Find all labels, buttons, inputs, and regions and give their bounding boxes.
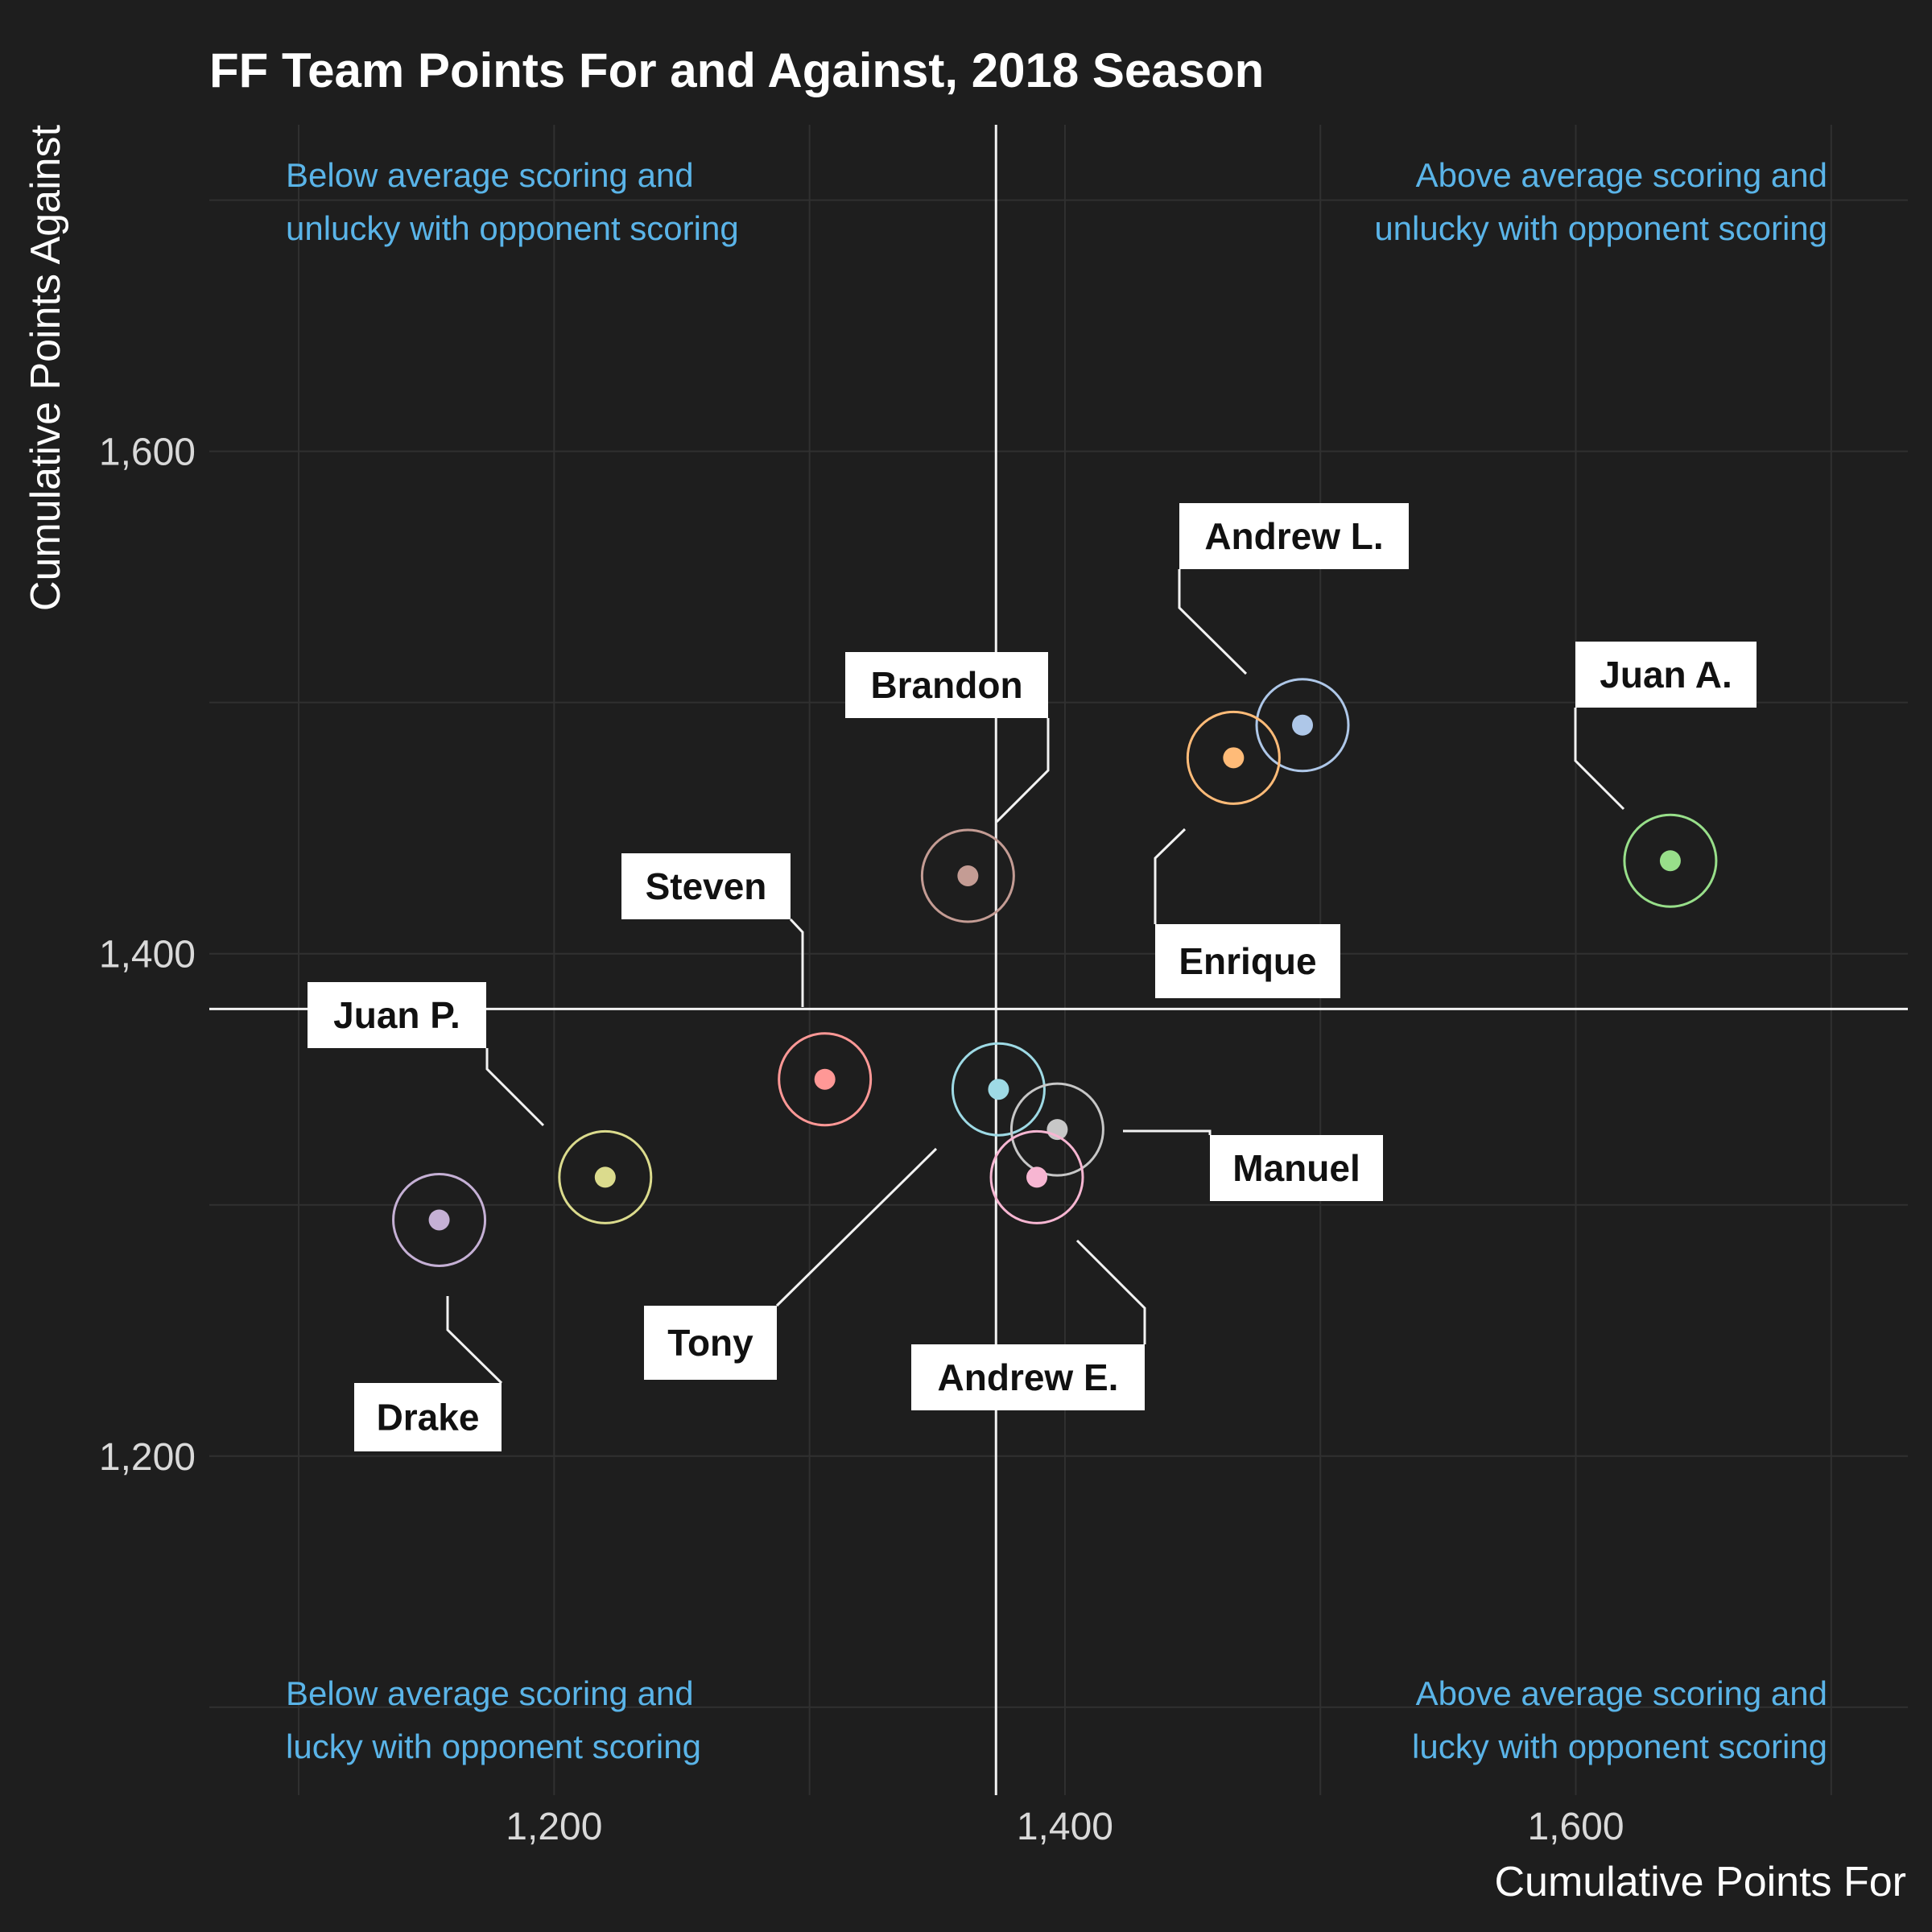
point-label-brandon: Brandon bbox=[870, 664, 1022, 706]
point-steven bbox=[814, 1068, 836, 1090]
quadrant-note-top-left: unlucky with opponent scoring bbox=[286, 209, 739, 247]
label-box-manuel bbox=[1210, 1135, 1383, 1201]
leader-line-tony bbox=[775, 1147, 938, 1307]
point-drake bbox=[428, 1209, 450, 1231]
label-box-steven bbox=[621, 853, 791, 919]
label-box-drake bbox=[354, 1383, 502, 1451]
point-label-andrew-l: Andrew L. bbox=[1204, 515, 1383, 557]
point-ring-andrew-e bbox=[989, 1129, 1084, 1224]
label-box-andrew-l bbox=[1179, 503, 1409, 569]
point-andrew-e bbox=[1026, 1166, 1048, 1188]
point-label-drake: Drake bbox=[377, 1397, 480, 1439]
quadrant-note-bottom-left: lucky with opponent scoring bbox=[286, 1728, 701, 1765]
leader-line-enrique bbox=[1154, 828, 1187, 924]
point-label-steven: Steven bbox=[646, 865, 767, 907]
grid-lines bbox=[209, 125, 1908, 1795]
quadrant-note-bottom-right: Above average scoring and bbox=[1416, 1674, 1827, 1712]
leader-line-juan-p bbox=[485, 1048, 545, 1127]
point-label-enrique: Enrique bbox=[1179, 940, 1316, 982]
leader-line-juan-a bbox=[1574, 708, 1625, 811]
y-tick-label: 1,600 bbox=[99, 431, 196, 474]
point-labels: Andrew L. Enrique Juan A. Brandon Steven Tony… bbox=[308, 503, 1757, 1451]
label-box-juan-p bbox=[308, 982, 486, 1048]
data-points bbox=[392, 678, 1718, 1267]
point-ring-enrique bbox=[1186, 710, 1281, 805]
point-ring-manuel bbox=[1009, 1082, 1104, 1177]
quadrant-note-top-left: Below average scoring and bbox=[286, 156, 694, 194]
quadrant-notes: Below average scoring and unlucky with op… bbox=[286, 156, 1827, 1765]
leader-line-manuel bbox=[1123, 1129, 1212, 1135]
leader-line-drake bbox=[446, 1296, 503, 1385]
point-ring-juan-a bbox=[1623, 813, 1718, 908]
leader-line-steven bbox=[789, 918, 804, 1007]
point-ring-juan-p bbox=[558, 1129, 653, 1224]
point-juan-a bbox=[1659, 850, 1681, 872]
x-tick-label: 1,200 bbox=[506, 1806, 602, 1848]
y-axis-tick-labels: 1,200 1,400 1,600 bbox=[99, 431, 196, 1479]
label-box-enrique bbox=[1155, 924, 1340, 998]
quadrant-note-bottom-right: lucky with opponent scoring bbox=[1412, 1728, 1827, 1765]
x-axis-title: Cumulative Points For bbox=[1494, 1859, 1906, 1905]
point-label-juan-a: Juan A. bbox=[1600, 654, 1732, 696]
point-ring-tony bbox=[951, 1042, 1046, 1137]
label-box-brandon bbox=[845, 652, 1048, 718]
quadrant-note-top-right: Above average scoring and bbox=[1416, 156, 1827, 194]
point-ring-steven bbox=[778, 1032, 873, 1127]
label-box-juan-a bbox=[1575, 642, 1757, 708]
leader-line-brandon bbox=[995, 718, 1050, 824]
point-label-juan-p: Juan P. bbox=[333, 994, 460, 1036]
point-label-andrew-e: Andrew E. bbox=[938, 1356, 1119, 1398]
point-ring-brandon bbox=[920, 828, 1015, 923]
y-tick-label: 1,400 bbox=[99, 934, 196, 976]
chart-title: FF Team Points For and Against, 2018 Sea… bbox=[209, 43, 1264, 97]
x-tick-label: 1,400 bbox=[1017, 1806, 1113, 1848]
x-axis-tick-labels: 1,200 1,400 1,600 bbox=[506, 1806, 1624, 1848]
point-label-manuel: Manuel bbox=[1232, 1147, 1360, 1189]
point-label-tony: Tony bbox=[667, 1322, 753, 1364]
quadrant-note-bottom-left: Below average scoring and bbox=[286, 1674, 694, 1712]
point-ring-andrew-l bbox=[1255, 678, 1350, 773]
point-juan-p bbox=[594, 1166, 616, 1188]
point-ring-drake bbox=[392, 1172, 487, 1267]
label-box-andrew-e bbox=[911, 1344, 1145, 1410]
point-andrew-l bbox=[1292, 714, 1314, 736]
label-leader-lines bbox=[446, 569, 1625, 1385]
x-tick-label: 1,600 bbox=[1527, 1806, 1624, 1848]
quadrant-note-top-right: unlucky with opponent scoring bbox=[1374, 209, 1827, 247]
leader-line-andrew-e bbox=[1075, 1239, 1146, 1344]
point-enrique bbox=[1223, 747, 1245, 769]
y-tick-label: 1,200 bbox=[99, 1436, 196, 1479]
point-tony bbox=[988, 1079, 1009, 1100]
leader-line-andrew-l bbox=[1178, 569, 1248, 675]
label-box-tony bbox=[644, 1306, 777, 1380]
point-brandon bbox=[957, 865, 979, 886]
average-lines bbox=[209, 125, 1908, 1795]
y-axis-title: Cumulative Points Against bbox=[23, 124, 69, 611]
